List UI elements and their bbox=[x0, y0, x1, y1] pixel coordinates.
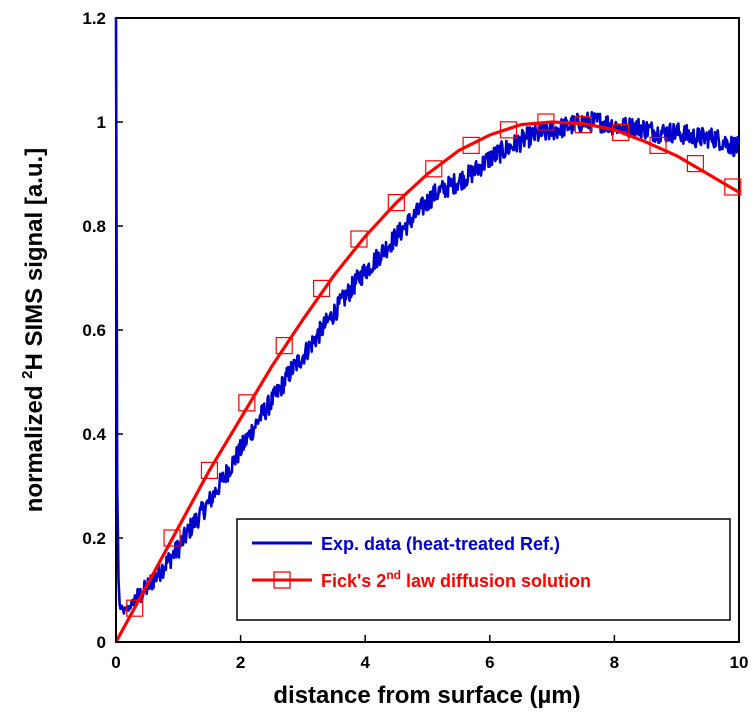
legend-label-fick-post: law diffusion solution bbox=[401, 571, 591, 591]
legend-marker-fick bbox=[273, 571, 291, 589]
y-tick-label: 1.2 bbox=[82, 9, 106, 28]
fick-marker bbox=[499, 121, 518, 139]
tick-layer: 0 2 4 6 8 10 0 0.2 0.4 0.6 0.8 1 1.2 bbox=[82, 9, 748, 672]
legend-label-fick: Fick's 2nd law diffusion solution bbox=[321, 568, 591, 591]
y-axis-title-sup: 2 bbox=[19, 371, 36, 379]
fick-marker bbox=[238, 394, 256, 412]
fick-marker bbox=[724, 178, 742, 196]
fick-marker bbox=[350, 230, 368, 248]
fick-marker bbox=[200, 461, 219, 479]
fick-marker bbox=[163, 529, 181, 547]
y-tick-label: 0.4 bbox=[82, 425, 106, 444]
y-tick-label: 0 bbox=[97, 633, 106, 652]
fick-marker bbox=[312, 279, 331, 297]
fick-marker bbox=[537, 113, 555, 131]
exp-data-line bbox=[114, 17, 741, 615]
fick-marker bbox=[574, 115, 592, 134]
x-tick-label: 8 bbox=[610, 653, 619, 672]
fick-marker bbox=[462, 136, 480, 154]
fick-marker bbox=[612, 123, 630, 142]
x-tick-label: 0 bbox=[111, 653, 120, 672]
fick-marker bbox=[275, 337, 293, 355]
y-axis-title: normalized 2H SIMS signal [a.u.] bbox=[19, 148, 48, 512]
y-tick-label: 0.8 bbox=[82, 217, 106, 236]
legend-box bbox=[236, 518, 731, 621]
fick-marker bbox=[425, 160, 443, 178]
x-tick-label: 6 bbox=[485, 653, 494, 672]
legend: Exp. data (heat-treated Ref.) Fick's 2nd… bbox=[236, 518, 731, 621]
y-tick-label: 1 bbox=[97, 113, 106, 132]
legend-label-fick-pre: Fick's 2 bbox=[321, 571, 386, 591]
fick-marker bbox=[686, 155, 704, 173]
y-tick-label: 0.2 bbox=[82, 529, 106, 548]
fick-marker bbox=[387, 194, 405, 212]
fick-solution-line bbox=[114, 120, 740, 643]
legend-label-exp: Exp. data (heat-treated Ref.) bbox=[321, 534, 560, 554]
y-axis-title-post: H SIMS signal [a.u.] bbox=[21, 148, 48, 371]
fick-marker bbox=[126, 599, 144, 617]
x-tick-label: 2 bbox=[236, 653, 245, 672]
y-axis-title-pre: normalized bbox=[21, 379, 48, 512]
series-layer bbox=[114, 17, 742, 643]
x-axis-title: distance from surface (µm) bbox=[273, 682, 580, 709]
x-tick-label: 4 bbox=[360, 653, 370, 672]
legend-label-fick-sup: nd bbox=[386, 568, 401, 582]
y-tick-label: 0.6 bbox=[82, 321, 106, 340]
x-tick-label: 10 bbox=[730, 653, 749, 672]
fick-marker bbox=[649, 136, 667, 154]
